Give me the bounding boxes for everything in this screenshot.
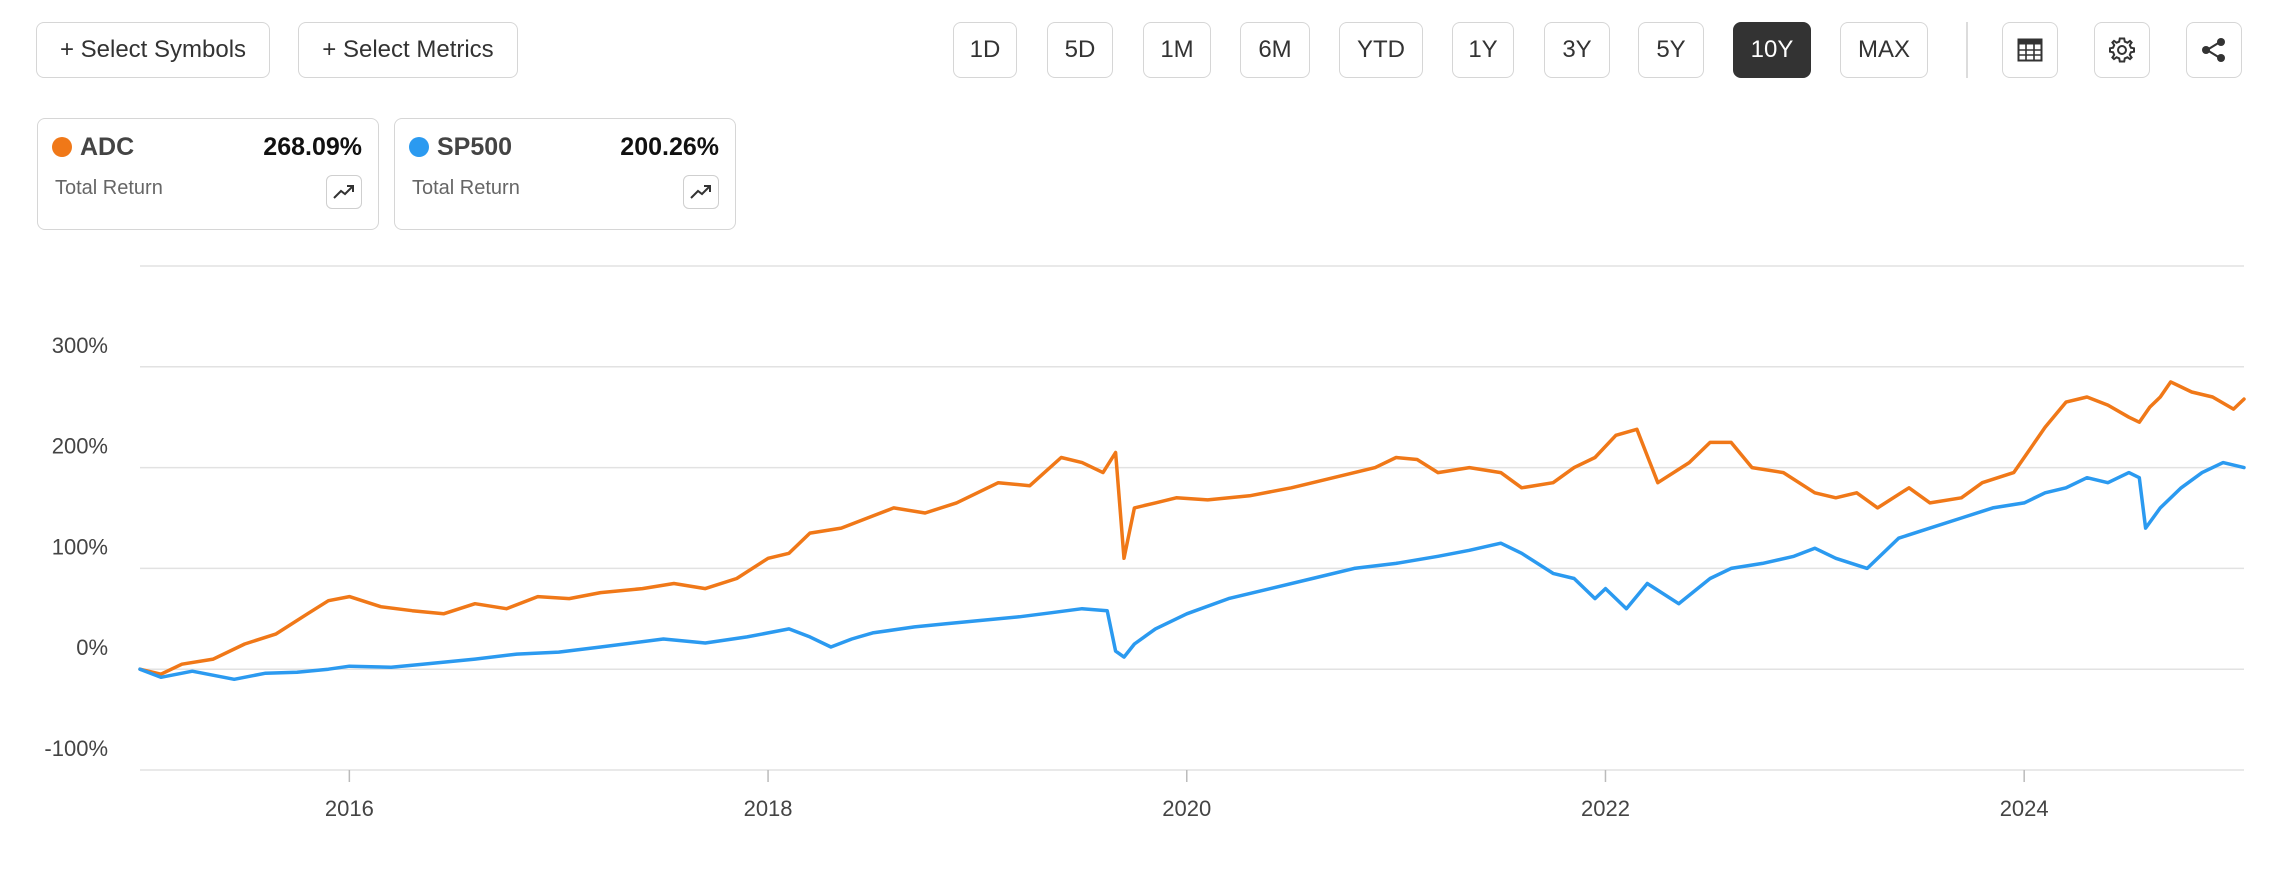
legend-card-sp500[interactable]: SP500 200.26% Total Return (394, 118, 736, 230)
series-line-adc[interactable] (138, 380, 2246, 676)
range-5y-button[interactable]: 5Y (1638, 22, 1704, 78)
adc-color-dot (52, 137, 72, 157)
y-tick-label: -100% (44, 736, 108, 761)
y-tick-label: 300% (52, 333, 108, 358)
y-tick-label: 200% (52, 434, 108, 459)
total-return-chart[interactable]: -100% 0% 100% 200% 300% 2016 2018 2020 2022 2024 (0, 250, 2282, 860)
range-5d-button[interactable]: 5D (1047, 22, 1113, 78)
range-6m-button[interactable]: 6M (1240, 22, 1310, 78)
legend-card-adc[interactable]: ADC 268.09% Total Return (37, 118, 379, 230)
legend-value: 200.26% (620, 133, 719, 161)
share-button[interactable] (2186, 22, 2242, 78)
trend-up-icon (333, 185, 354, 199)
select-metrics-button[interactable]: + Select Metrics (298, 22, 518, 78)
share-icon (2202, 38, 2225, 62)
legend-value: 268.09% (263, 133, 362, 161)
range-max-button[interactable]: MAX (1840, 22, 1928, 78)
trend-chart-button[interactable] (326, 175, 362, 209)
legend-symbol: ADC (80, 133, 135, 161)
range-10y-button[interactable]: 10Y (1733, 22, 1811, 78)
trend-up-icon (690, 185, 711, 199)
range-1y-button[interactable]: 1Y (1452, 22, 1514, 78)
range-1m-button[interactable]: 1M (1143, 22, 1211, 78)
x-tick-label: 2016 (325, 796, 374, 821)
range-ytd-button[interactable]: YTD (1339, 22, 1423, 78)
gear-icon (2109, 37, 2135, 63)
legend-metric: Total Return (55, 177, 163, 199)
sp500-color-dot (409, 137, 429, 157)
table-view-button[interactable] (2002, 22, 2058, 78)
range-3y-button[interactable]: 3Y (1544, 22, 1610, 78)
x-tick-label: 2022 (1581, 796, 1630, 821)
x-tick-label: 2024 (2000, 796, 2049, 821)
x-tick-label: 2018 (744, 796, 793, 821)
x-tick-label: 2020 (1162, 796, 1211, 821)
toolbar-divider (1966, 22, 1968, 78)
y-tick-label: 0% (76, 635, 108, 660)
legend-metric: Total Return (412, 177, 520, 199)
y-tick-label: 100% (52, 534, 108, 559)
select-symbols-button[interactable]: + Select Symbols (36, 22, 270, 78)
legend-symbol: SP500 (437, 133, 513, 161)
trend-chart-button[interactable] (683, 175, 719, 209)
range-1d-button[interactable]: 1D (953, 22, 1017, 78)
series-line-sp500[interactable] (138, 460, 2246, 682)
settings-button[interactable] (2094, 22, 2150, 78)
table-icon (2017, 38, 2043, 62)
